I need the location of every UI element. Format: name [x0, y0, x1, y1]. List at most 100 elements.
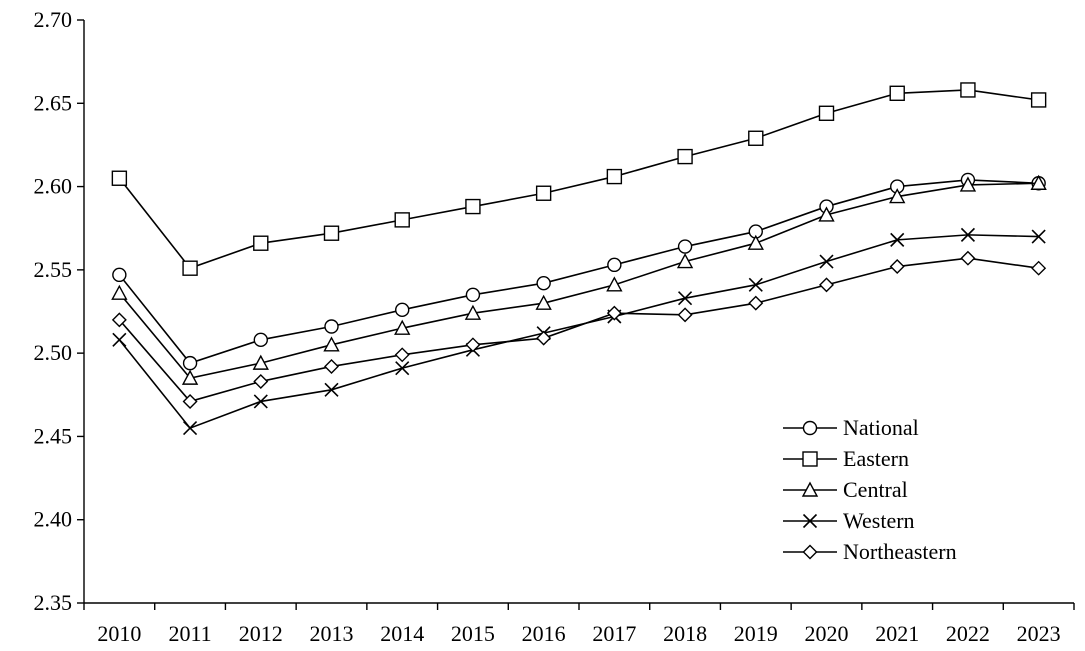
- data-point-northeastern: [111, 312, 127, 328]
- data-point-northeastern: [182, 393, 198, 409]
- data-point-eastern: [111, 170, 128, 186]
- data-point-western: [395, 361, 410, 376]
- data-point-northeastern: [394, 347, 410, 363]
- data-point-western: [324, 382, 339, 397]
- data-point-eastern: [960, 82, 976, 98]
- legend-label: National: [843, 415, 919, 440]
- data-point-eastern: [253, 235, 269, 251]
- data-point-central: [111, 284, 128, 300]
- data-point-eastern: [535, 185, 552, 201]
- x-tick-label: 2015: [451, 621, 495, 646]
- data-point-national: [465, 287, 481, 303]
- data-point-central: [889, 188, 906, 204]
- y-tick-label: 2.60: [34, 174, 73, 199]
- data-point-northeastern: [677, 307, 693, 323]
- data-point-western: [253, 394, 268, 409]
- data-point-northeastern: [606, 305, 622, 321]
- x-tick-label: 2023: [1017, 621, 1061, 646]
- y-tick-label: 2.50: [34, 340, 73, 365]
- x-tick-label: 2018: [663, 621, 707, 646]
- data-point-western: [890, 232, 905, 247]
- data-point-central: [252, 354, 269, 370]
- data-point-central: [747, 234, 764, 250]
- series-line-central: [118, 182, 1039, 380]
- series-line-eastern: [118, 89, 1039, 270]
- legend-label: Eastern: [843, 446, 909, 471]
- y-tick-label: 2.65: [34, 90, 73, 115]
- data-point-national: [253, 332, 268, 348]
- legend-item-western: Western: [783, 508, 915, 533]
- data-point-eastern: [889, 85, 905, 101]
- legend: National Eastern Central Western Northeaster…: [783, 415, 957, 564]
- y-tick-label: 2.45: [34, 423, 73, 448]
- x-tick-label: 2014: [380, 621, 424, 646]
- data-point-eastern: [818, 105, 835, 121]
- legend-label: Western: [843, 508, 915, 533]
- data-point-eastern: [748, 130, 764, 146]
- x-tick-label: 2013: [310, 621, 354, 646]
- legend-label: Northeastern: [843, 539, 957, 564]
- data-point-northeastern: [819, 277, 834, 293]
- x-tick-label: 2012: [239, 621, 283, 646]
- data-point-eastern: [465, 198, 481, 215]
- legend-item-northeastern: Northeastern: [783, 539, 957, 564]
- legend-marker: [802, 451, 818, 467]
- data-point-northeastern: [536, 330, 552, 346]
- axes: 2.35 2.40 2.45 2.50 2.55 2.60 2.65 2.70 2010 2011…: [34, 7, 1075, 646]
- data-point-northeastern: [253, 373, 269, 389]
- data-point-national: [324, 319, 339, 334]
- data-point-central: [818, 206, 835, 222]
- data-point-national: [395, 302, 410, 318]
- legend-item-central: Central: [783, 477, 908, 502]
- data-point-central: [323, 336, 340, 352]
- series-central: [111, 174, 1047, 385]
- x-tick-label: 2016: [522, 621, 566, 646]
- legend-marker: [802, 420, 818, 436]
- data-point-northeastern: [465, 337, 481, 353]
- x-tick-label: 2019: [734, 621, 778, 646]
- data-point-central: [535, 294, 552, 310]
- data-point-eastern: [606, 168, 623, 185]
- series-eastern: [111, 82, 1047, 276]
- data-point-western: [819, 254, 834, 269]
- series-line-northeastern: [118, 257, 1039, 403]
- data-point-national: [677, 239, 693, 254]
- data-point-central: [181, 369, 199, 385]
- data-point-national: [112, 267, 127, 283]
- data-point-eastern: [677, 148, 693, 165]
- data-point-western: [183, 421, 198, 436]
- x-tick-label: 2022: [946, 621, 990, 646]
- y-tick-label: 2.55: [34, 257, 73, 282]
- data-point-national: [607, 257, 622, 273]
- data-point-northeastern: [1031, 260, 1047, 276]
- data-point-national: [182, 355, 198, 371]
- y-tick-label: 2.40: [34, 507, 73, 532]
- data-point-eastern: [394, 212, 410, 228]
- y-tick-label: 2.70: [34, 7, 73, 32]
- x-tick-label: 2020: [805, 621, 849, 646]
- data-point-eastern: [182, 260, 198, 276]
- series-layer: [111, 82, 1047, 436]
- series-national: [112, 172, 1046, 371]
- series-northeastern: [111, 250, 1047, 409]
- x-tick-label: 2017: [592, 621, 636, 646]
- data-point-northeastern: [960, 250, 976, 266]
- data-point-eastern: [1030, 92, 1047, 108]
- data-point-central: [959, 176, 977, 192]
- data-point-western: [1031, 229, 1046, 244]
- legend-item-eastern: Eastern: [783, 446, 909, 471]
- legend-item-national: National: [783, 415, 919, 440]
- data-point-northeastern: [324, 358, 339, 374]
- data-point-central: [464, 304, 482, 320]
- series-line-national: [118, 179, 1039, 365]
- data-point-eastern: [323, 225, 340, 241]
- data-point-national: [536, 275, 551, 291]
- legend-marker: [802, 544, 818, 560]
- y-tick-label: 2.35: [34, 590, 73, 615]
- legend-marker: [802, 513, 818, 529]
- x-tick-label: 2021: [875, 621, 919, 646]
- data-point-western: [748, 277, 763, 292]
- data-point-central: [606, 276, 623, 292]
- data-point-central: [1030, 174, 1047, 190]
